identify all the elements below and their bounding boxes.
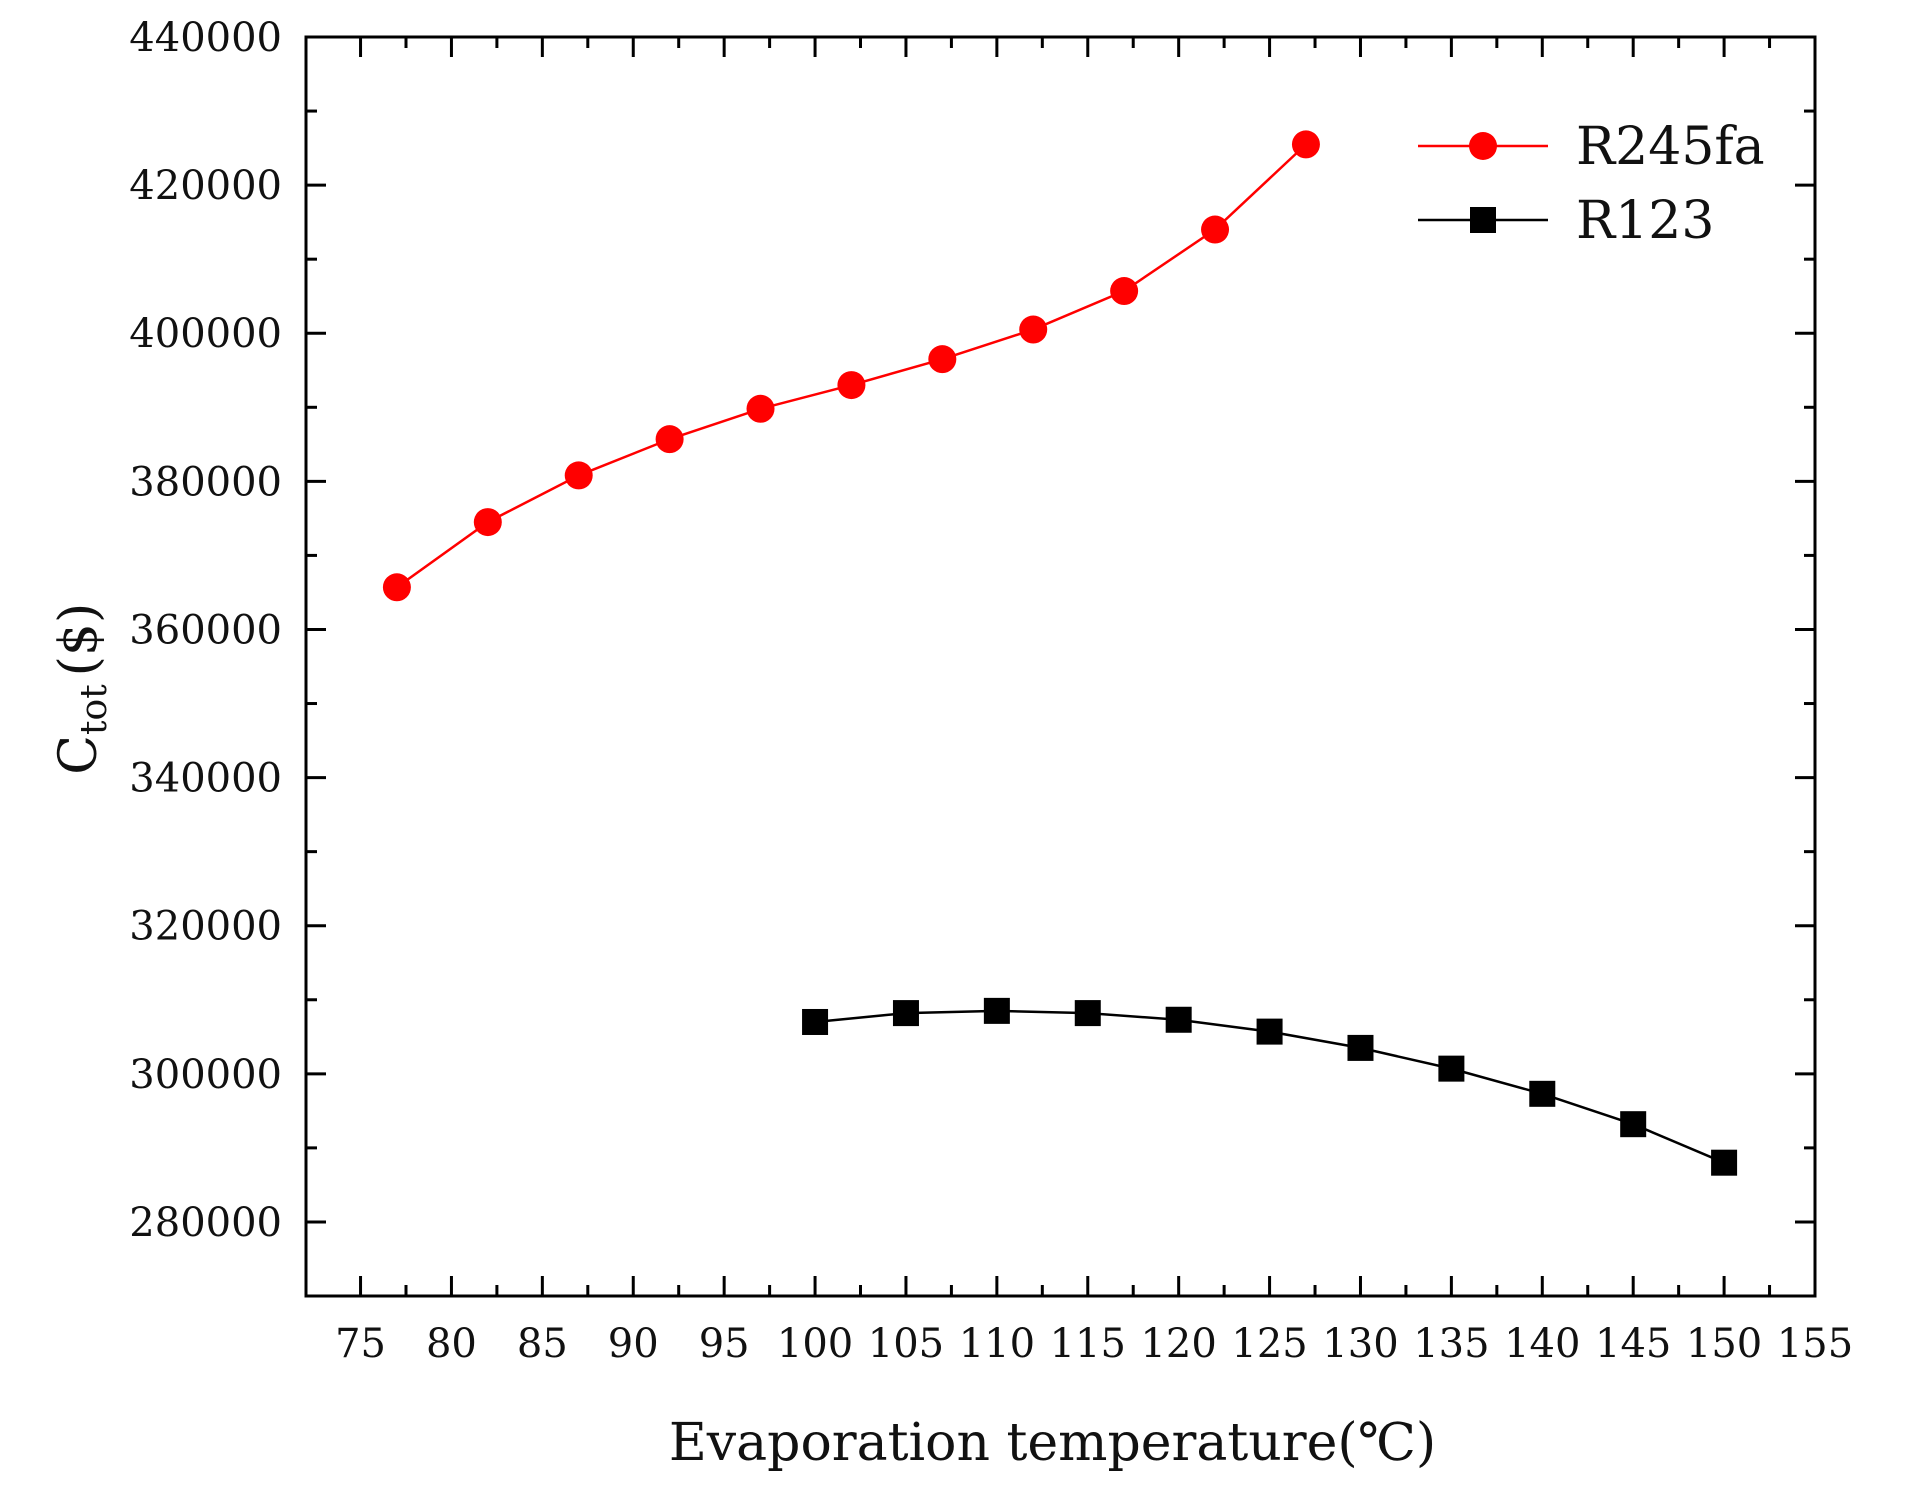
data-point-r245fa xyxy=(928,345,957,374)
data-point-r123 xyxy=(1438,1055,1465,1082)
x-tick-label: 110 xyxy=(959,1321,1035,1367)
x-tick-label: 95 xyxy=(699,1321,750,1367)
data-point-r245fa xyxy=(382,573,411,602)
data-point-r245fa xyxy=(837,371,866,400)
legend-item-r123: R123 xyxy=(1418,191,1714,251)
y-axis-title-subscript: tot xyxy=(74,684,115,735)
data-point-r123 xyxy=(892,1000,919,1027)
x-tick-label: 125 xyxy=(1231,1321,1307,1367)
plot-frame xyxy=(304,35,1817,1298)
data-point-r245fa xyxy=(1291,130,1320,159)
y-axis-title: Ctot ($) xyxy=(49,603,115,775)
x-tick-label: 105 xyxy=(868,1321,944,1367)
series-layer xyxy=(382,130,1738,1176)
data-point-r245fa xyxy=(746,394,775,423)
legend-item-r245fa: R245fa xyxy=(1418,117,1765,177)
y-tick-label: 380000 xyxy=(129,459,282,505)
data-point-r245fa xyxy=(473,508,502,537)
y-tick-label: 400000 xyxy=(129,311,282,357)
y-axis-ticks: 280000 300000 320000 340000 360000 380000 4000… xyxy=(129,15,1815,1298)
x-tick-label: 150 xyxy=(1686,1321,1762,1367)
x-tick-label: 80 xyxy=(426,1321,477,1367)
svg-text:Ctot($): Ctot ($) xyxy=(49,603,115,775)
data-point-r123 xyxy=(983,997,1010,1024)
series-r123 xyxy=(802,997,1738,1176)
series-r245fa xyxy=(382,130,1320,602)
x-tick-label: 135 xyxy=(1413,1321,1489,1367)
y-tick-label: 280000 xyxy=(129,1200,282,1246)
data-point-r123 xyxy=(1347,1034,1374,1061)
legend: R245fa R123 xyxy=(1418,117,1765,251)
data-point-r123 xyxy=(1074,1000,1101,1027)
x-tick-label: 85 xyxy=(517,1321,568,1367)
y-axis-title-main: C xyxy=(49,735,109,775)
legend-marker-r123 xyxy=(1470,207,1496,233)
data-point-r245fa xyxy=(564,461,593,490)
y-tick-label: 440000 xyxy=(129,15,282,61)
data-point-r123 xyxy=(1620,1111,1647,1138)
data-point-r245fa xyxy=(1110,277,1139,306)
x-tick-label: 130 xyxy=(1322,1321,1398,1367)
y-tick-label: 300000 xyxy=(129,1052,282,1098)
legend-label-r123: R123 xyxy=(1576,191,1714,251)
data-point-r123 xyxy=(1711,1149,1738,1176)
data-point-r123 xyxy=(1256,1018,1283,1045)
data-point-r245fa xyxy=(1201,215,1230,244)
y-tick-label: 320000 xyxy=(129,904,282,950)
legend-marker-r245fa xyxy=(1469,132,1497,160)
x-tick-label: 75 xyxy=(335,1321,386,1367)
data-point-r245fa xyxy=(1019,315,1048,344)
x-tick-label: 90 xyxy=(608,1321,659,1367)
y-axis-title-unit: ($) xyxy=(49,603,109,677)
y-tick-label: 340000 xyxy=(129,756,282,802)
y-tick-label: 360000 xyxy=(129,607,282,653)
x-tick-label: 115 xyxy=(1050,1321,1126,1367)
legend-label-r245fa: R245fa xyxy=(1576,117,1765,177)
x-tick-label: 155 xyxy=(1777,1321,1853,1367)
x-axis-title: Evaporation temperature(℃) xyxy=(669,1413,1436,1473)
data-point-r123 xyxy=(1529,1080,1556,1107)
y-tick-label: 420000 xyxy=(129,163,282,209)
x-axis-ticks: 75 80 85 90 95 100 105 110 115 120 125 130 135 140 145… xyxy=(335,37,1853,1367)
x-tick-label: 120 xyxy=(1140,1321,1216,1367)
data-point-r123 xyxy=(802,1008,829,1035)
x-tick-label: 100 xyxy=(777,1321,853,1367)
data-point-r123 xyxy=(1165,1006,1192,1033)
x-tick-label: 140 xyxy=(1504,1321,1580,1367)
plot-border xyxy=(304,35,1817,1298)
x-tick-label: 145 xyxy=(1595,1321,1671,1367)
data-point-r245fa xyxy=(655,425,684,454)
